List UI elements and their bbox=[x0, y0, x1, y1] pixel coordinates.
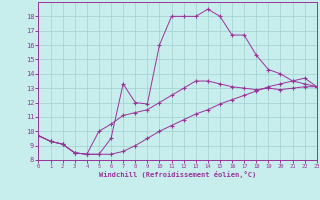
X-axis label: Windchill (Refroidissement éolien,°C): Windchill (Refroidissement éolien,°C) bbox=[99, 171, 256, 178]
